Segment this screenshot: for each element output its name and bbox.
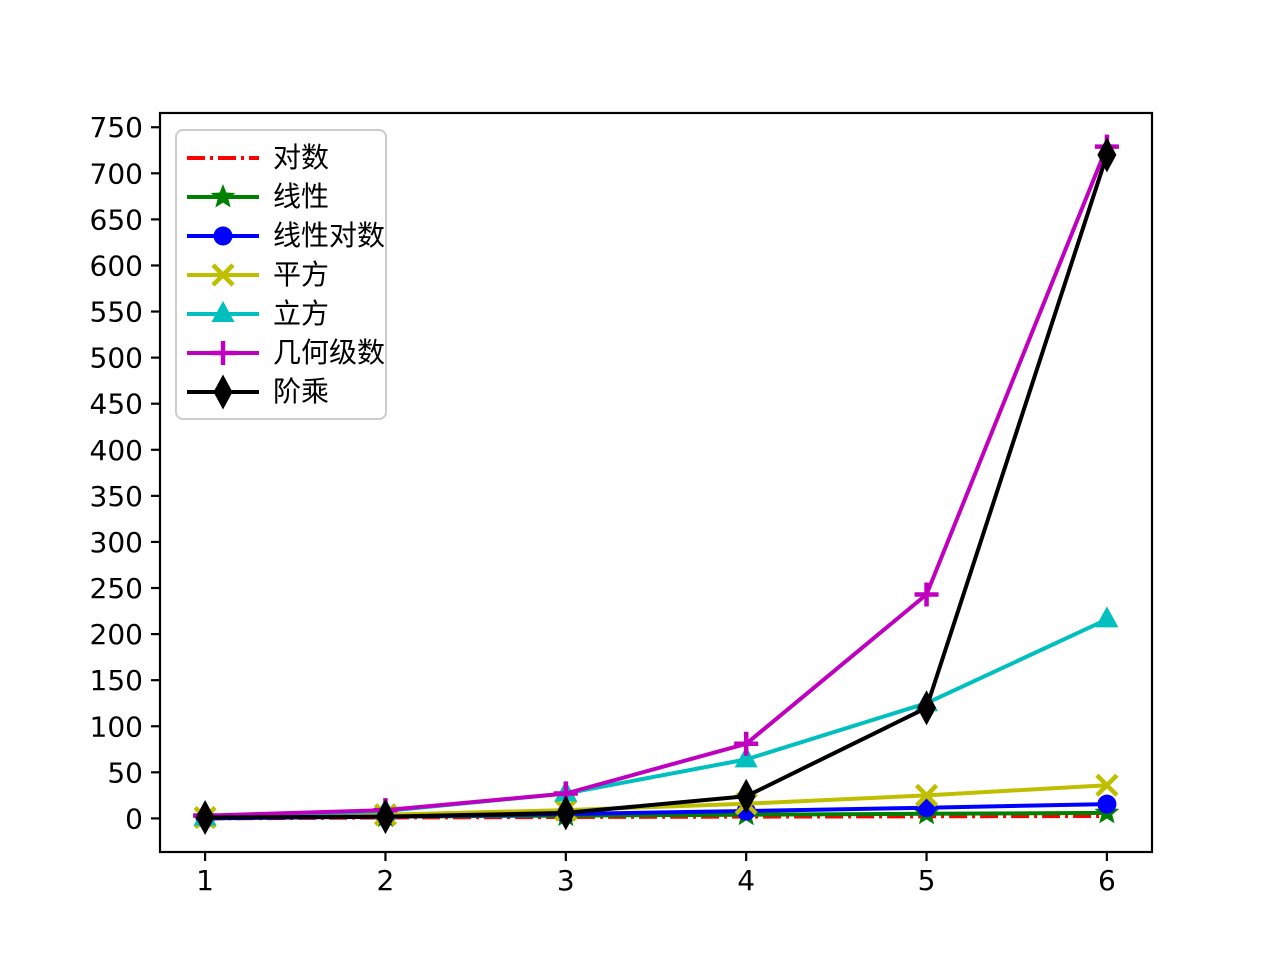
y-tick-label: 700 [90,157,143,190]
data-point-marker [734,746,758,768]
legend-item-0: 对数 [185,138,375,177]
data-point-marker [556,795,576,831]
data-point-marker [195,799,215,835]
data-point-marker [1097,137,1117,173]
x-tick-label: 1 [196,864,214,897]
series-line-4 [205,617,1108,820]
legend-label: 几何级数 [273,335,386,369]
legend-label: 线性对数 [273,218,386,252]
legend-line-sample [187,262,259,287]
y-tick-label: 650 [90,203,143,236]
y-tick-label: 550 [90,296,143,329]
data-point-marker [917,690,937,726]
legend-line-sample [187,155,259,160]
legend-line-sample [187,183,259,208]
y-tick-label: 750 [90,111,143,144]
legend-marker [213,374,233,409]
x-axis: 1 2 3 4 5 6 [196,852,1116,897]
legend-item-2: 线性对数 [185,216,385,255]
legend-item-5: 几何级数 [185,333,385,372]
legend-marker [211,262,235,287]
y-tick-label: 0 [125,802,143,835]
legend-marker [210,183,236,208]
x-tick-label: 3 [557,864,575,897]
x-tick-label: 6 [1098,864,1116,897]
plot-border [158,111,1154,854]
legend-item-3: 平方 [185,255,375,294]
data-point-marker [914,783,939,807]
data-point-marker [1095,773,1119,797]
x-tick-label: 5 [918,864,936,897]
y-tick-label: 150 [90,664,143,697]
legend-label: 平方 [273,257,330,291]
y-tick-label: 300 [90,526,143,559]
legend-marker [211,300,235,322]
series-markers-6 [195,137,1117,835]
legend: 对数线性线性对数平方立方几何级数阶乘 [175,129,387,420]
y-tick-label: 500 [90,342,143,375]
legend-line-sample [187,226,259,245]
legend-item-1: 线性 [185,177,375,216]
data-point-marker [734,731,759,756]
legend-marker [211,340,235,365]
data-point-marker [1097,794,1117,814]
legend-marker [213,226,233,245]
legend-line-sample [187,340,259,365]
y-tick-label: 50 [107,756,143,789]
y-tick-label: 450 [90,388,143,421]
series-line-5 [205,145,1109,818]
y-tick-label: 400 [90,434,143,467]
legend-label: 对数 [273,140,330,174]
data-point-marker [1095,606,1119,628]
y-tick-label: 600 [90,249,143,282]
y-tick-label: 100 [90,710,143,743]
y-tick-label: 200 [90,618,143,651]
legend-line-sample [187,300,259,322]
legend-label: 立方 [273,296,330,330]
data-point-marker [914,582,939,607]
y-axis: 0 50 100 150 200 250 300 350 400 450 500 550 600 650 7… [90,111,160,835]
legend-label: 阶乘 [273,374,330,408]
legend-item-4: 立方 [185,294,375,333]
legend-line-sample [187,374,259,409]
data-point-marker [375,799,395,835]
x-tick-label: 4 [737,864,755,897]
legend-item-6: 阶乘 [185,372,375,411]
data-point-marker [736,778,756,814]
x-tick-label: 2 [377,864,395,897]
series-line-6 [205,154,1109,820]
y-tick-label: 350 [90,480,143,513]
y-tick-label: 250 [90,572,143,605]
legend-label: 线性 [273,179,330,213]
